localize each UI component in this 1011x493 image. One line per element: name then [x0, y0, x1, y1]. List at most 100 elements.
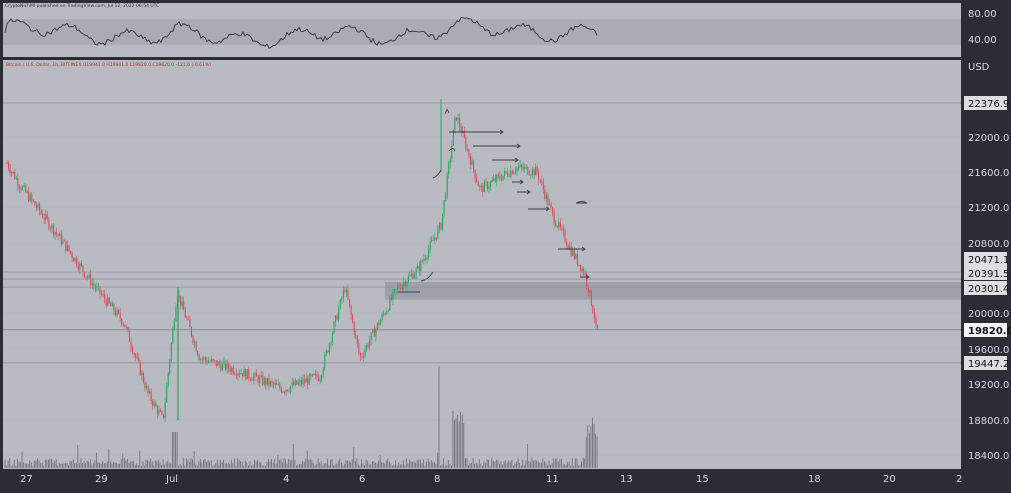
candle-body [449, 159, 451, 164]
volume-bar [336, 463, 338, 468]
volume-bar [339, 458, 341, 468]
volume-bar [530, 461, 531, 468]
volume-bar [550, 464, 551, 468]
volume-bar [277, 455, 279, 468]
candle-body [260, 375, 262, 377]
volume-bar [168, 462, 170, 468]
candle-body [141, 373, 143, 376]
volume-bar [265, 465, 266, 468]
candle-body [158, 410, 160, 415]
candle-body [342, 290, 344, 299]
candle-body [556, 226, 558, 228]
volume-bar [413, 461, 415, 468]
volume-bar [100, 463, 102, 468]
volume-bar [511, 459, 513, 468]
volume-bar [592, 417, 593, 468]
time-tick: 11 [546, 474, 559, 485]
candle-body [142, 373, 144, 383]
volume-bar [398, 462, 400, 468]
volume-bar [441, 464, 443, 468]
volume-bar [99, 462, 100, 468]
volume-bar [362, 463, 364, 468]
candle-body [167, 372, 169, 386]
volume-bar [443, 458, 445, 468]
volume-bar [573, 465, 575, 468]
volume-bar [537, 461, 539, 468]
annotation-arrows [398, 108, 590, 293]
volume-bar [536, 460, 538, 468]
candle-body [62, 240, 64, 244]
volume-bar [159, 462, 161, 468]
candle-body [102, 294, 104, 296]
volume-bar [466, 458, 468, 468]
candle-body [387, 310, 389, 312]
volume-bar [325, 463, 327, 468]
volume-bar [474, 463, 476, 468]
candle-body [310, 374, 312, 377]
volume-bar [251, 465, 252, 468]
volume-bar [562, 464, 564, 468]
volume-bar [396, 465, 398, 468]
candle-body [480, 185, 482, 187]
candle-body [550, 203, 552, 208]
volume-bar [344, 463, 345, 468]
candle-body [237, 373, 239, 376]
candle-body [592, 305, 594, 313]
candle-body [159, 410, 161, 412]
candle-body [496, 174, 498, 182]
volume-bar [230, 459, 232, 468]
candle-body [490, 181, 492, 187]
volume-bar [418, 459, 420, 468]
volume-bar [523, 464, 525, 468]
candle-body [114, 311, 117, 316]
candle-body [170, 343, 172, 361]
candle-body [463, 130, 465, 138]
candle-body [330, 342, 332, 344]
volume-bar [134, 464, 136, 468]
candle-body [125, 326, 127, 328]
candle-body [544, 189, 546, 199]
volume-bar [102, 461, 104, 468]
candle-body [359, 352, 361, 357]
candle-body [280, 388, 282, 393]
volume-bar [581, 461, 582, 468]
volume-bar [520, 465, 522, 468]
volume-bar [306, 450, 308, 468]
volume-bar [568, 461, 570, 468]
volume-bar [449, 464, 451, 468]
price-tick: 19600.0 [968, 345, 1009, 356]
candle-body [552, 207, 554, 213]
volume-bar [502, 464, 503, 468]
candle-body [593, 312, 595, 319]
candle-body [404, 281, 406, 286]
candle-body [48, 218, 50, 229]
candle-body [527, 166, 529, 175]
volume-bar [85, 463, 86, 468]
candle-body [164, 402, 166, 418]
candle-body [539, 179, 541, 181]
volume-bar [91, 464, 93, 468]
volume-bar [390, 463, 392, 468]
candle-body [517, 167, 520, 168]
volume-bar [21, 451, 23, 468]
volume-bar [127, 459, 128, 468]
candle-body [445, 195, 447, 201]
volume-bar [544, 461, 545, 468]
candle-body [438, 223, 440, 229]
candle-body [358, 343, 360, 353]
volume-bar [82, 462, 83, 468]
candle-body [200, 359, 202, 361]
candle-body [300, 380, 303, 385]
candle-body [14, 171, 16, 180]
candle-body [135, 354, 137, 358]
volume-bar [548, 460, 550, 468]
volume-bar [289, 460, 291, 468]
volume-bar [415, 462, 417, 468]
candle-body [344, 290, 346, 292]
volume-bar [376, 463, 378, 468]
candle-body [533, 169, 535, 176]
volume-bar [300, 464, 302, 468]
volume-bar [407, 463, 409, 468]
candle-body [510, 170, 512, 177]
